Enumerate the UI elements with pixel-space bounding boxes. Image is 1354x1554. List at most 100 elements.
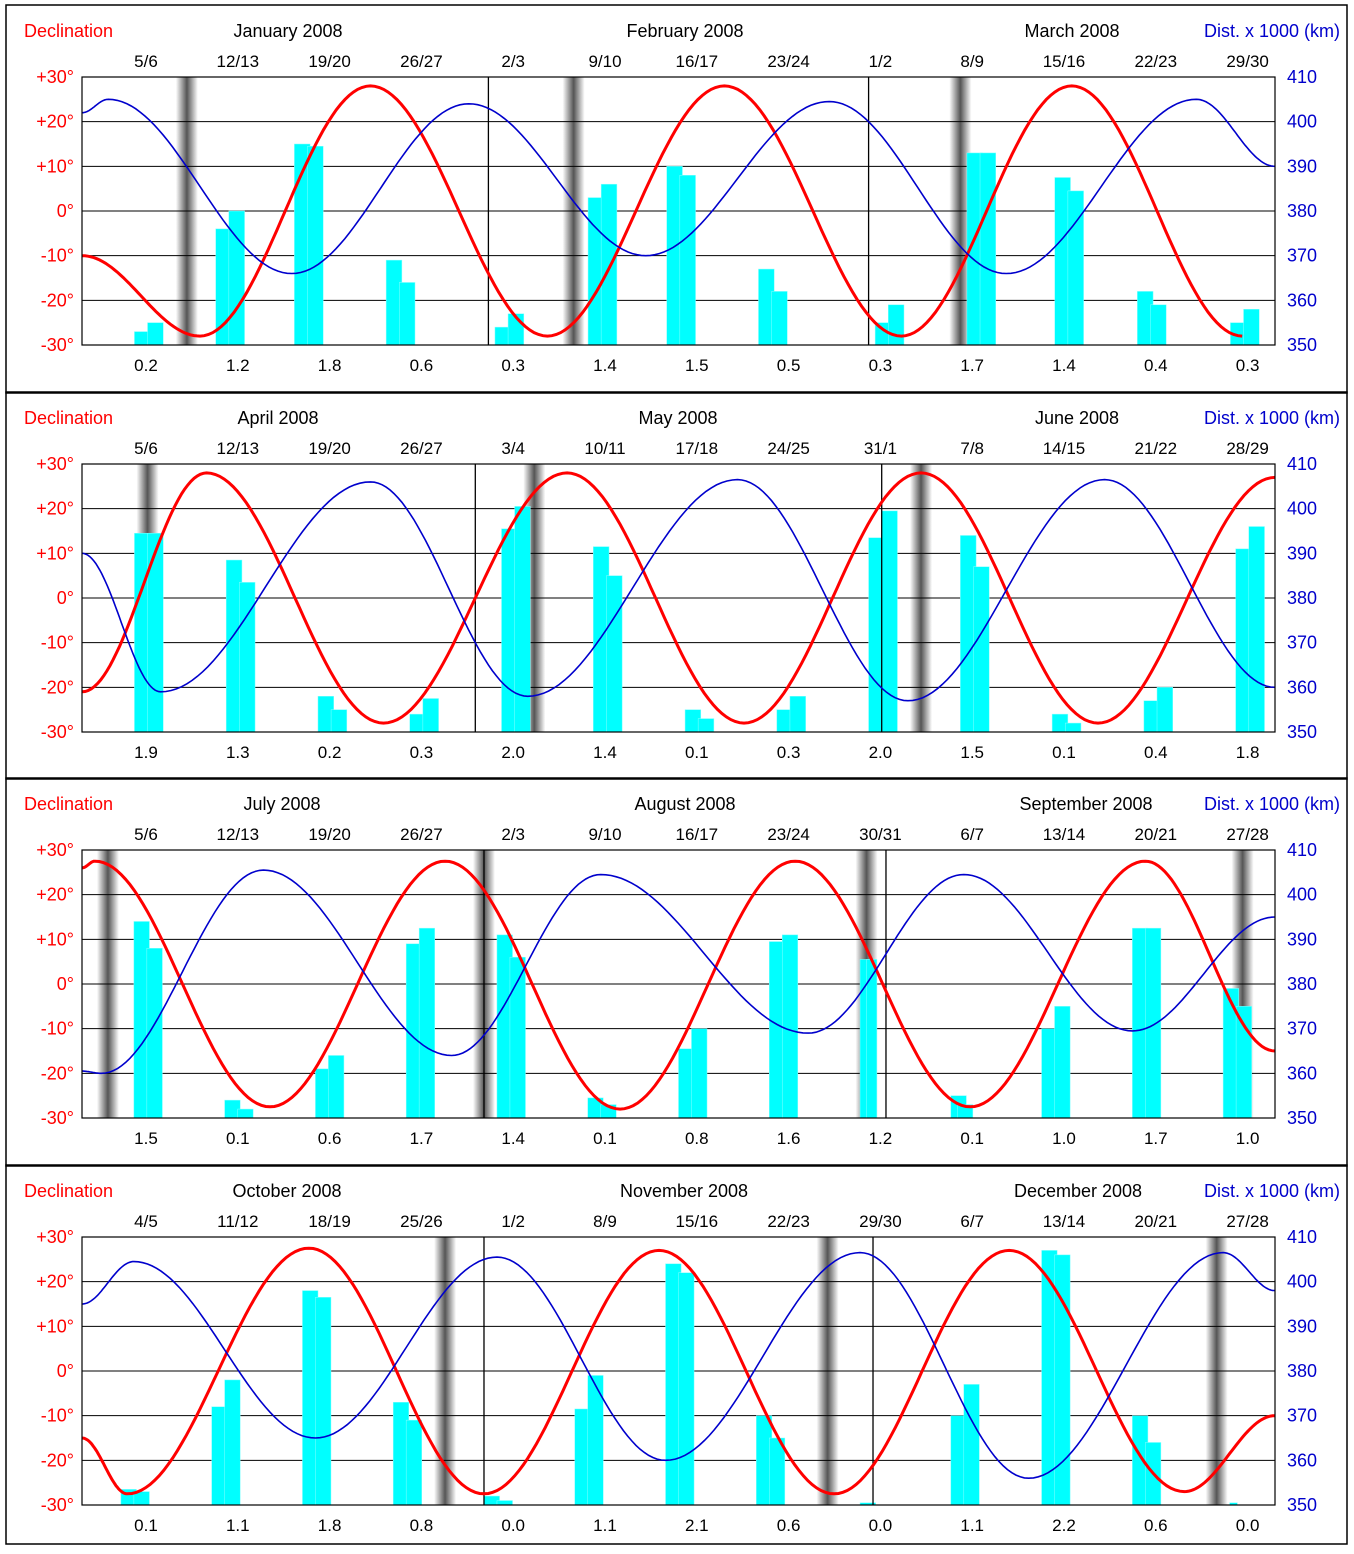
distance-line <box>81 1251 1276 1480</box>
right-tick-label: 350 <box>1287 1495 1317 1515</box>
left-tick-label: +10° <box>36 543 74 563</box>
bottom-value-label: 0.4 <box>1144 743 1168 762</box>
left-tick-label: -30° <box>41 1108 74 1128</box>
right-tick-label: 360 <box>1287 290 1317 310</box>
week-label: 5/6 <box>134 439 158 458</box>
right-tick-label: 400 <box>1287 885 1317 905</box>
left-tick-label: -10° <box>41 1019 74 1039</box>
bottom-value-label: 1.8 <box>1236 743 1260 762</box>
bottom-value-label: 2.2 <box>1052 1516 1076 1535</box>
bottom-value-label: 0.3 <box>869 356 893 375</box>
right-tick-label: 360 <box>1287 677 1317 697</box>
month-label: November 2008 <box>620 1181 748 1201</box>
week-label: 20/21 <box>1135 1212 1178 1231</box>
bottom-value-label: 0.3 <box>501 356 525 375</box>
bar <box>888 304 905 346</box>
week-label: 28/29 <box>1226 439 1269 458</box>
bottom-value-label: 0.6 <box>777 1516 801 1535</box>
right-axis-label: Dist. x 1000 (km) <box>1204 21 1340 41</box>
left-tick-label: -20° <box>41 1063 74 1083</box>
week-label: 26/27 <box>400 52 443 71</box>
bottom-value-label: 1.7 <box>960 356 984 375</box>
right-tick-label: 380 <box>1287 588 1317 608</box>
bar <box>1156 687 1173 733</box>
week-label: 23/24 <box>767 52 810 71</box>
month-label: July 2008 <box>243 794 320 814</box>
right-tick-label: 350 <box>1287 722 1317 742</box>
bar <box>789 696 806 733</box>
week-label: 29/30 <box>1226 52 1269 71</box>
bar <box>679 175 696 346</box>
bottom-value-label: 0.8 <box>685 1129 709 1148</box>
bottom-value-label: 0.2 <box>318 743 342 762</box>
bottom-value-label: 0.0 <box>1236 1516 1260 1535</box>
week-label: 1/2 <box>869 52 893 71</box>
bar <box>514 506 531 733</box>
bottom-value-label: 0.4 <box>1144 356 1168 375</box>
week-label: 5/6 <box>134 825 158 844</box>
week-label: 15/16 <box>676 1212 719 1231</box>
left-tick-label: -20° <box>41 290 74 310</box>
right-tick-label: 410 <box>1287 67 1317 87</box>
left-tick-label: +30° <box>36 454 74 474</box>
left-tick-label: +30° <box>36 67 74 87</box>
week-label: 14/15 <box>1043 439 1086 458</box>
month-label: January 2008 <box>233 21 342 41</box>
left-tick-label: -30° <box>41 722 74 742</box>
bottom-value-label: 1.0 <box>1052 1129 1076 1148</box>
week-label: 12/13 <box>217 439 260 458</box>
left-tick-label: +30° <box>36 840 74 860</box>
week-label: 29/30 <box>859 1212 902 1231</box>
bottom-value-label: 0.3 <box>410 743 434 762</box>
left-axis-label: Declination <box>24 1181 113 1201</box>
bar <box>496 1500 513 1506</box>
week-label: 25/26 <box>400 1212 443 1231</box>
left-tick-label: -10° <box>41 633 74 653</box>
month-label: October 2008 <box>232 1181 341 1201</box>
week-label: 22/23 <box>767 1212 810 1231</box>
distance-line <box>82 869 1276 1075</box>
bar <box>600 183 618 346</box>
bottom-value-label: 0.3 <box>1236 356 1260 375</box>
bottom-value-label: 1.4 <box>593 743 617 762</box>
left-tick-label: +20° <box>36 1272 74 1292</box>
bar <box>963 1384 980 1506</box>
right-tick-label: 370 <box>1287 1406 1317 1426</box>
bottom-value-label: 0.1 <box>685 743 709 762</box>
week-label: 5/6 <box>134 52 158 71</box>
week-label: 3/4 <box>501 439 525 458</box>
panel-frame <box>5 777 1348 1167</box>
right-tick-label: 370 <box>1287 1019 1317 1039</box>
distance-line <box>82 98 1276 275</box>
bottom-value-label: 0.6 <box>410 356 434 375</box>
bottom-value-label: 1.1 <box>593 1516 617 1535</box>
week-label: 12/13 <box>217 52 260 71</box>
week-label: 12/13 <box>217 825 260 844</box>
right-tick-label: 400 <box>1287 499 1317 519</box>
bottom-value-label: 0.6 <box>318 1129 342 1148</box>
right-tick-label: 380 <box>1287 974 1317 994</box>
left-tick-label: 0° <box>57 201 74 221</box>
week-label: 17/18 <box>676 439 719 458</box>
bottom-value-label: 0.1 <box>593 1129 617 1148</box>
left-tick-label: -30° <box>41 335 74 355</box>
month-label: April 2008 <box>237 408 318 428</box>
week-label: 11/12 <box>217 1212 258 1231</box>
bottom-value-label: 0.2 <box>134 356 158 375</box>
left-tick-label: -30° <box>41 1495 74 1515</box>
bar <box>1054 1006 1071 1119</box>
week-label: 4/5 <box>134 1212 158 1231</box>
bar <box>691 1028 708 1119</box>
right-tick-label: 380 <box>1287 201 1317 221</box>
bottom-value-label: 0.1 <box>960 1129 984 1148</box>
week-label: 30/31 <box>859 825 902 844</box>
week-label: 16/17 <box>676 825 719 844</box>
bar <box>881 510 898 733</box>
right-axis-label: Dist. x 1000 (km) <box>1204 794 1340 814</box>
week-label: 8/9 <box>593 1212 617 1231</box>
right-tick-label: 390 <box>1287 156 1317 176</box>
left-tick-label: 0° <box>57 974 74 994</box>
left-tick-label: +10° <box>36 929 74 949</box>
bar <box>405 1419 422 1506</box>
